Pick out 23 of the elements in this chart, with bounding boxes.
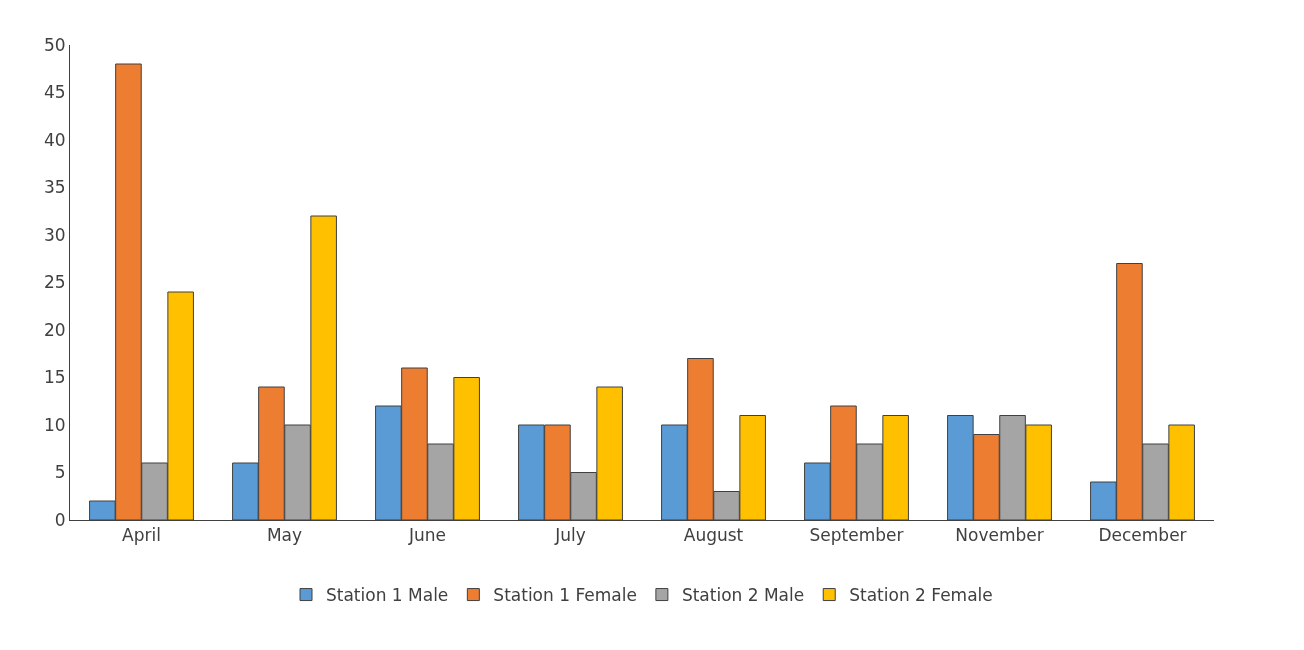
y-tick-label: 0 bbox=[54, 509, 66, 530]
legend-label: Station 1 Female bbox=[493, 585, 637, 606]
y-tick-label: 45 bbox=[43, 82, 66, 103]
x-tick-label: August bbox=[683, 525, 744, 546]
x-tick-label: June bbox=[407, 525, 447, 546]
y-tick-label: 40 bbox=[43, 129, 66, 150]
y-tick-label: 50 bbox=[43, 34, 66, 55]
x-tick-label: September bbox=[809, 525, 904, 546]
y-tick-label: 25 bbox=[43, 272, 66, 293]
y-tick-label: 20 bbox=[43, 319, 66, 340]
x-tick-label: November bbox=[955, 525, 1044, 546]
legend-label: Station 2 Male bbox=[681, 585, 805, 606]
legend-label: Station 2 Female bbox=[849, 585, 993, 606]
y-tick-label: 10 bbox=[43, 414, 66, 435]
y-tick-label: 5 bbox=[54, 462, 66, 483]
x-tick-label: July bbox=[554, 525, 586, 546]
x-tick-label: May bbox=[266, 525, 303, 546]
legend-label: Station 1 Male bbox=[326, 585, 449, 606]
y-tick-label: 15 bbox=[43, 367, 66, 388]
y-tick-label: 35 bbox=[43, 177, 66, 198]
x-tick-label: April bbox=[122, 525, 161, 546]
x-tick-label: December bbox=[1098, 525, 1187, 546]
y-tick-label: 30 bbox=[43, 224, 66, 245]
